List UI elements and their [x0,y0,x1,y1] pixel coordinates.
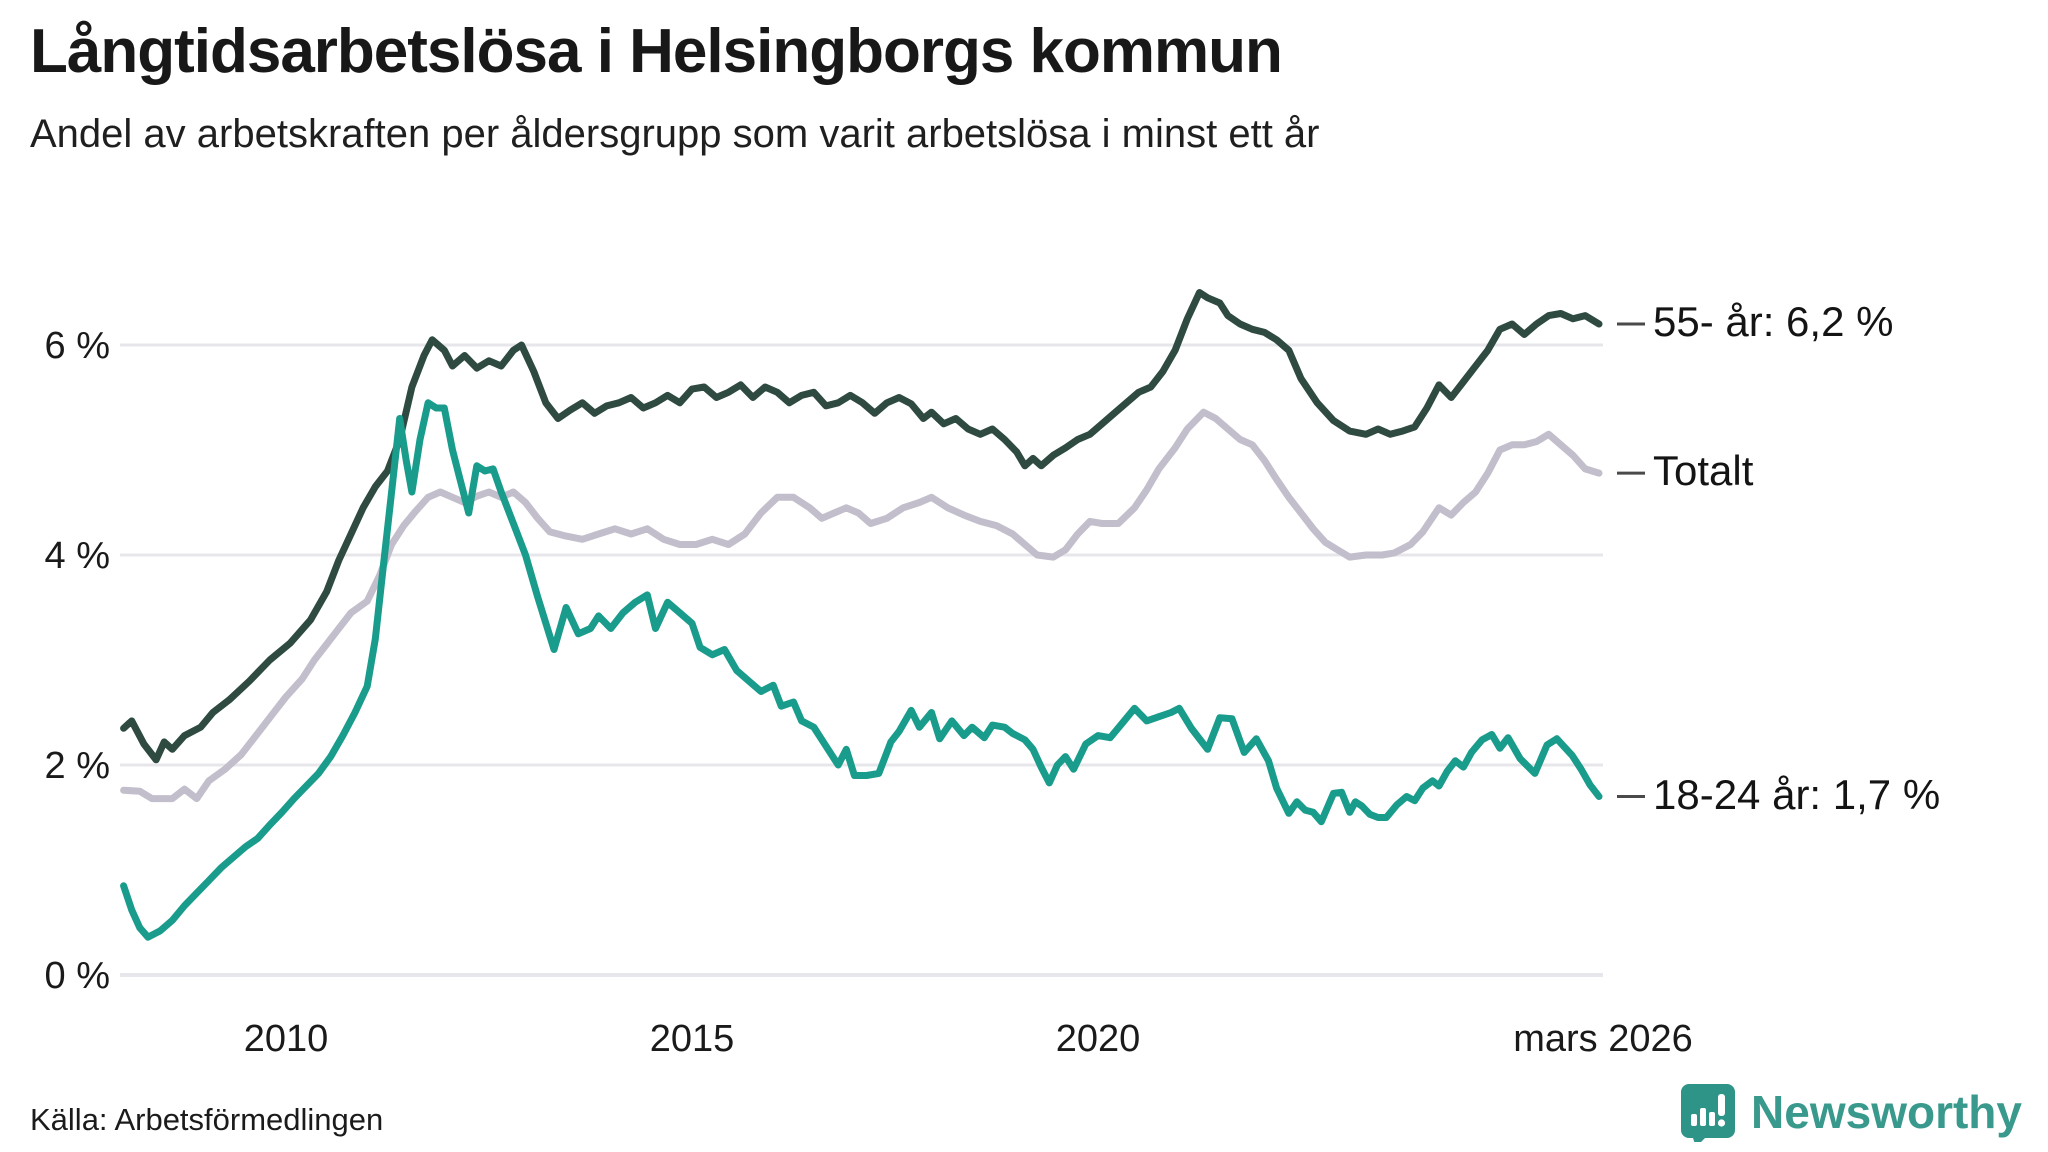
series-line-Totalt [120,408,1603,803]
series-line-55--år [120,289,1603,764]
series-label-totalt-text: Totalt [1653,447,1754,495]
series-label-totalt: Totalt [1653,447,1753,495]
x-tick-2010: 2010 [244,1018,329,1060]
series-label-18-24-text: 18-24 år: 1,7 % [1653,770,1941,818]
y-axis-labels: 6 % 4 % 2 % 0 % [45,325,110,997]
brand-footer: Newsworthy [1679,1082,2022,1142]
x-axis-labels: 2010 2015 2020 mars 2026 [244,1018,1693,1060]
x-tick-mars-2026: mars 2026 [1513,1018,1693,1060]
gridlines [120,343,1603,977]
y-tick-2: 2 % [45,745,110,787]
y-tick-0: 0 % [45,955,110,997]
x-tick-2020: 2020 [1056,1018,1141,1060]
series-label-55: 55- år: 6,2 % [1653,298,1893,346]
source-note: Källa: Arbetsförmedlingen [30,1102,384,1137]
end-label-dashes [1617,322,1646,798]
series-label-18-24: 18-24 år: 1,7 % [1653,771,1940,819]
series-line-18-24-år [120,399,1603,941]
y-tick-4: 4 % [45,535,110,577]
page-subtitle: Andel av arbetskraften per åldersgrupp s… [30,112,1320,156]
series-lines [120,289,1603,941]
brand-name: Newsworthy [1751,1086,2022,1138]
y-tick-6: 6 % [45,325,110,367]
series-label-55-text: 55- år: 6,2 % [1653,298,1894,345]
newsworthy-logo-icon [1681,1084,1736,1142]
x-tick-2015: 2015 [650,1018,735,1060]
page-title: Långtidsarbetslösa i Helsingborgs kommun [30,17,1283,86]
